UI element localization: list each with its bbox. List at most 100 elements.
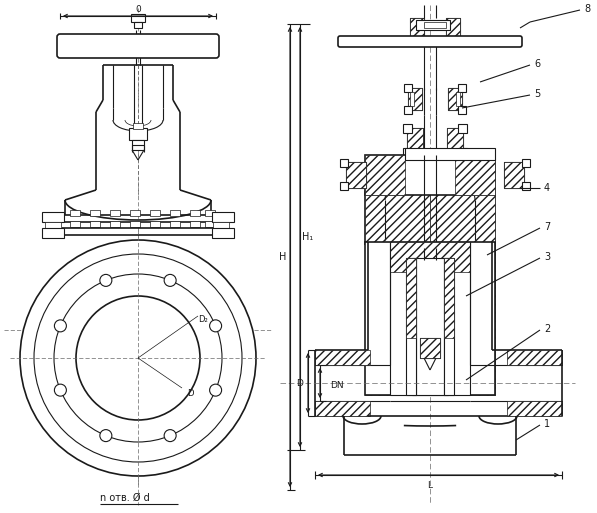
Circle shape [54, 384, 66, 396]
Bar [416, 20, 450, 30]
Bar [213, 222, 229, 228]
Bar [458, 84, 466, 92]
Bar [430, 165, 495, 245]
Bar [410, 18, 424, 46]
Bar [446, 18, 460, 46]
Bar [315, 350, 370, 365]
Bar [390, 242, 470, 272]
Bar [365, 155, 495, 195]
Bar [444, 258, 454, 395]
Bar [170, 210, 180, 216]
FancyBboxPatch shape [338, 36, 522, 47]
Bar [132, 140, 144, 150]
Bar [212, 212, 234, 222]
Bar [424, 22, 446, 28]
Bar [507, 350, 562, 365]
Text: H: H [279, 252, 287, 262]
Bar [346, 162, 366, 188]
Bar [131, 37, 145, 47]
Bar [365, 242, 495, 395]
Bar [42, 212, 64, 222]
Bar [365, 165, 430, 245]
Bar [346, 162, 366, 188]
Bar [458, 148, 467, 157]
Bar [128, 37, 148, 55]
Bar [420, 338, 440, 358]
Circle shape [76, 296, 200, 420]
Bar [447, 128, 463, 152]
Bar [190, 210, 200, 216]
Bar [205, 210, 215, 216]
Text: D₂: D₂ [198, 315, 208, 325]
Bar [131, 14, 145, 22]
Text: 6: 6 [534, 59, 540, 69]
Bar [190, 221, 200, 227]
Bar [407, 128, 423, 152]
Circle shape [164, 429, 176, 442]
Text: 2: 2 [544, 324, 550, 334]
Bar [412, 258, 416, 395]
Bar [340, 182, 348, 190]
Text: 0: 0 [135, 6, 141, 14]
Circle shape [100, 274, 112, 286]
Bar [444, 258, 448, 395]
Bar [90, 221, 100, 227]
Bar [408, 88, 422, 110]
Bar [365, 155, 405, 195]
Bar [405, 148, 495, 160]
Text: 5: 5 [534, 89, 540, 99]
Bar [150, 221, 160, 227]
Bar [403, 124, 412, 133]
Bar [416, 258, 444, 395]
Bar [340, 159, 348, 167]
Circle shape [210, 320, 221, 332]
Bar [456, 92, 460, 106]
Bar [448, 88, 462, 110]
Bar [403, 148, 412, 157]
Bar [406, 258, 416, 395]
Bar [133, 123, 143, 129]
Circle shape [210, 384, 221, 396]
Bar [448, 88, 462, 110]
Circle shape [20, 240, 256, 476]
Bar [212, 228, 234, 238]
Text: D: D [297, 379, 303, 387]
Bar [130, 210, 140, 216]
FancyBboxPatch shape [57, 34, 219, 58]
Bar [45, 222, 61, 228]
Bar [455, 155, 495, 195]
Bar [404, 106, 412, 114]
Text: 7: 7 [544, 222, 550, 232]
Bar [406, 258, 416, 338]
Bar [110, 221, 120, 227]
Bar [446, 18, 460, 46]
Circle shape [164, 274, 176, 286]
Bar [522, 182, 530, 190]
Bar [404, 84, 412, 92]
Text: DN: DN [330, 382, 344, 390]
Bar [110, 210, 120, 216]
Text: n отв. Ø d: n отв. Ø d [100, 493, 150, 503]
Circle shape [54, 274, 222, 442]
Circle shape [54, 320, 66, 332]
Bar [42, 228, 64, 238]
Bar [407, 128, 423, 152]
Bar [390, 242, 470, 395]
Bar [90, 210, 100, 216]
Bar [470, 242, 495, 395]
Bar [408, 88, 422, 110]
Bar [150, 210, 160, 216]
Bar [504, 162, 524, 188]
Bar [416, 258, 444, 395]
Bar [504, 162, 524, 188]
Bar [410, 18, 424, 46]
Bar [458, 106, 466, 114]
Bar [315, 401, 370, 416]
Text: H₁: H₁ [302, 232, 313, 242]
Text: D: D [187, 389, 193, 399]
Circle shape [100, 429, 112, 442]
Bar [205, 221, 215, 227]
Text: 3: 3 [544, 252, 550, 262]
Bar [365, 242, 390, 395]
Bar [130, 221, 140, 227]
